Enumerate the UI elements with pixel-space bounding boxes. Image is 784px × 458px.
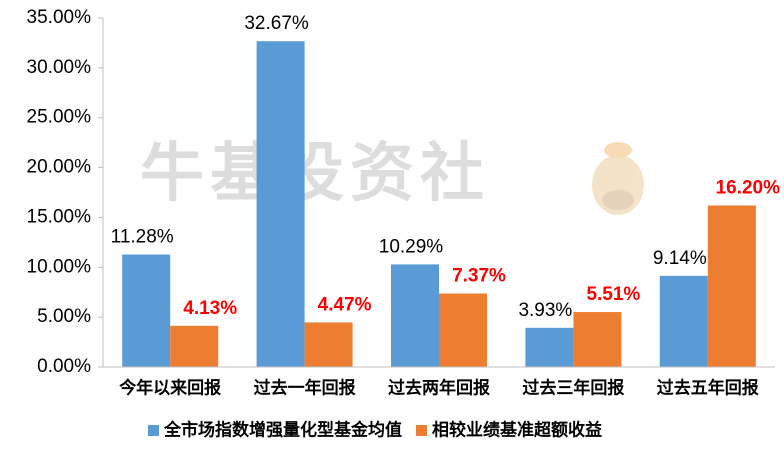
bar (573, 312, 622, 367)
bar (659, 275, 708, 367)
y-tick-label: 30.00% (27, 57, 92, 78)
watermark-logo (592, 142, 644, 215)
y-tick-label: 0.00% (37, 356, 91, 377)
value-label: 9.14% (653, 248, 707, 269)
value-label: 5.51% (586, 284, 640, 305)
value-label: 4.47% (318, 294, 372, 315)
legend-swatch (416, 425, 427, 436)
y-tick-label: 25.00% (27, 107, 92, 128)
value-label: 32.67% (244, 13, 309, 34)
bar (707, 205, 756, 367)
bar (304, 322, 353, 367)
bar (170, 325, 219, 367)
y-tick-label: 10.00% (27, 256, 92, 277)
legend-swatch (148, 425, 159, 436)
value-label: 11.28% (111, 227, 174, 248)
bar (439, 293, 487, 367)
watermark: 牛基投资社 (140, 137, 490, 209)
y-tick-label: 20.00% (27, 157, 92, 178)
y-tick-label: 5.00% (37, 306, 91, 327)
bar (525, 327, 574, 367)
bar (391, 264, 439, 367)
x-tick-label: 过去五年回报 (657, 377, 759, 397)
x-tick-label: 过去一年回报 (254, 377, 356, 397)
value-label: 7.37% (452, 266, 506, 287)
y-tick-label: 15.00% (27, 206, 92, 227)
value-label: 10.29% (379, 236, 444, 257)
bar (256, 41, 305, 367)
y-tick-label: 35.00% (27, 7, 92, 28)
x-tick-label: 过去两年回报 (388, 377, 490, 397)
value-label: 16.20% (716, 177, 781, 198)
value-label: 3.93% (518, 300, 572, 321)
bar (122, 254, 171, 367)
legend-label: 相较业绩基准超额收益 (432, 419, 602, 439)
value-label: 4.13% (183, 298, 237, 319)
legend-label: 全市场指数增强量化型基金均值 (163, 419, 402, 439)
x-tick-label: 过去三年回报 (522, 377, 624, 397)
x-tick-label: 今年以来回报 (119, 377, 221, 397)
